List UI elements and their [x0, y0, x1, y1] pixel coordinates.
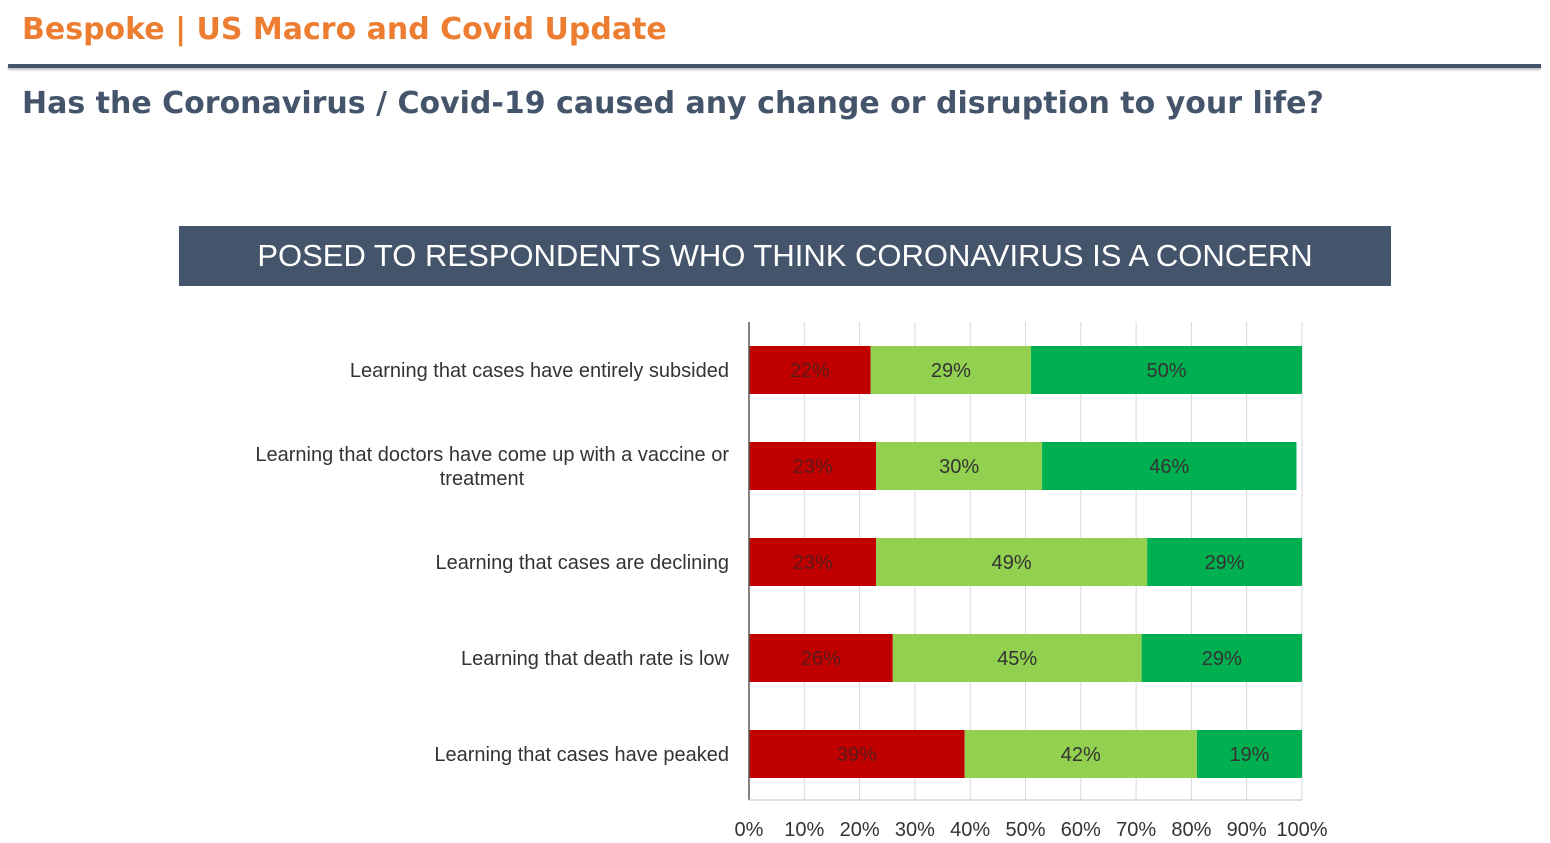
category-label: Learning that doctors have come up with …	[255, 444, 729, 466]
bar-segment	[876, 538, 1148, 586]
bar-segment	[749, 730, 965, 778]
x-tick-label: 50%	[1005, 819, 1045, 841]
data-label: 30%	[939, 456, 979, 478]
bar-segment	[749, 538, 877, 586]
bar-segment	[749, 634, 893, 682]
data-label: 46%	[1149, 456, 1189, 478]
x-tick-label: 40%	[950, 819, 990, 841]
x-tick-label: 90%	[1227, 819, 1267, 841]
category-label: Learning that death rate is low	[461, 648, 730, 670]
x-tick-label: 70%	[1116, 819, 1156, 841]
data-label: 23%	[793, 456, 833, 478]
header-divider	[8, 64, 1541, 68]
x-tick-label: 30%	[895, 819, 935, 841]
data-label: 22%	[790, 360, 830, 382]
data-label: 29%	[931, 360, 971, 382]
bar-segment	[870, 346, 1032, 394]
x-tick-label: 80%	[1171, 819, 1211, 841]
category-label: Learning that cases have entirely subsid…	[350, 360, 729, 382]
chart-banner-text: POSED TO RESPONDENTS WHO THINK CORONAVIR…	[257, 238, 1313, 273]
data-label: 26%	[801, 648, 841, 670]
bar-segment	[749, 442, 877, 490]
x-tick-label: 60%	[1061, 819, 1101, 841]
bar-segment	[964, 730, 1197, 778]
bar-segment	[892, 634, 1142, 682]
bar-segment	[1031, 346, 1302, 394]
page-question: Has the Coronavirus / Covid-19 caused an…	[22, 86, 1324, 121]
category-label: treatment	[440, 468, 525, 490]
data-label: 49%	[992, 552, 1032, 574]
x-tick-label: 20%	[840, 819, 880, 841]
data-label: 29%	[1205, 552, 1245, 574]
chart-banner: POSED TO RESPONDENTS WHO THINK CORONAVIR…	[179, 226, 1391, 286]
data-label: 50%	[1146, 360, 1186, 382]
x-tick-label: 100%	[1276, 819, 1327, 841]
bar-segment	[876, 442, 1043, 490]
data-label: 19%	[1229, 744, 1269, 766]
category-label: Learning that cases are declining	[435, 552, 729, 574]
bar-segment	[1141, 634, 1302, 682]
x-tick-label: 10%	[784, 819, 824, 841]
data-label: 45%	[997, 648, 1037, 670]
x-tick-label: 0%	[735, 819, 764, 841]
bar-segment	[749, 346, 871, 394]
header-title: Bespoke | US Macro and Covid Update	[22, 12, 667, 47]
bar-segment	[1147, 538, 1302, 586]
bar-segment	[1196, 730, 1302, 778]
category-label: Learning that cases have peaked	[434, 744, 729, 766]
data-label: 39%	[837, 744, 877, 766]
data-label: 42%	[1061, 744, 1101, 766]
data-label: 23%	[793, 552, 833, 574]
bar-segment	[1042, 442, 1297, 490]
data-label: 29%	[1202, 648, 1242, 670]
